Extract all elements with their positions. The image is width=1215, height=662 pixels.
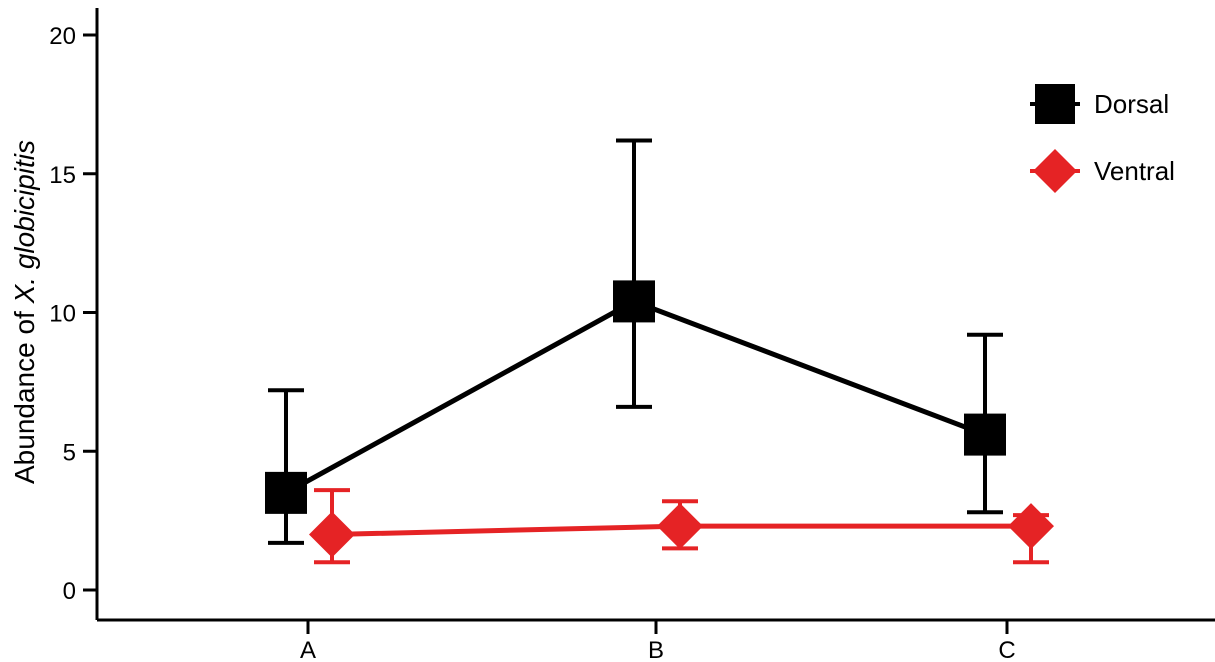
legend: Dorsal Ventral <box>1030 84 1175 193</box>
y-tick-label: 0 <box>63 578 76 605</box>
series-point <box>1033 149 1077 193</box>
x-tick-label: A <box>300 637 316 662</box>
x-tick-label: C <box>998 637 1015 662</box>
series-point <box>657 503 703 550</box>
y-tick-label: 20 <box>49 23 76 50</box>
series-ventral <box>309 488 1054 565</box>
y-tick-label: 5 <box>63 439 76 466</box>
series-layer <box>265 138 1054 565</box>
legend-label: Dorsal <box>1094 89 1169 119</box>
y-tick-label: 15 <box>49 162 76 189</box>
x-ticks: A B C <box>300 620 1016 662</box>
y-axis-title: Abundance of X. globicipitis <box>9 140 40 484</box>
y-tick-label: 10 <box>49 301 76 328</box>
x-tick-label: B <box>648 637 664 662</box>
series-dorsal <box>265 138 1006 545</box>
legend-label: Ventral <box>1094 156 1175 186</box>
series-point <box>1035 84 1075 124</box>
series-point <box>309 511 355 558</box>
series-point <box>1008 503 1054 550</box>
y-axis-title-prefix: Abundance of <box>9 303 40 484</box>
series-point <box>613 280 655 323</box>
series-point <box>265 471 307 514</box>
series-point <box>964 413 1006 456</box>
legend-item-dorsal: Dorsal <box>1030 84 1169 124</box>
y-axis-title-species: X. globicipitis <box>9 140 40 304</box>
legend-item-ventral: Ventral <box>1030 149 1175 193</box>
y-ticks: 0 5 10 15 20 <box>49 23 97 605</box>
